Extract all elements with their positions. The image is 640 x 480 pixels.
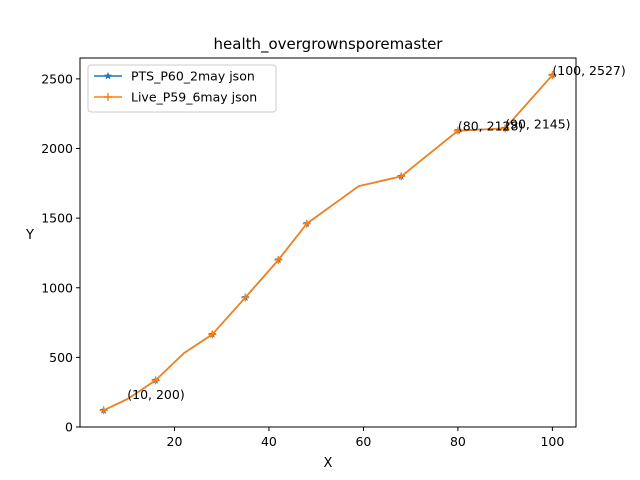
data-point-2	[501, 124, 510, 133]
data-point-2	[548, 71, 557, 80]
y-tick-label: 0	[65, 420, 73, 435]
data-point-2	[151, 376, 160, 385]
plot-area: (10, 200) (80, 2128)(90, 2145) (100, 2527)	[99, 63, 626, 415]
y-axis-label: Y	[25, 228, 34, 243]
y-tick-label: 1500	[41, 211, 73, 226]
y-tick-label: 2000	[41, 141, 73, 156]
data-point-2	[453, 126, 462, 135]
data-annotation: (90, 2145)	[505, 116, 570, 131]
legend-marker-plus	[104, 93, 112, 101]
data-point-2	[274, 255, 283, 264]
data-annotation: (100, 2527)	[552, 63, 625, 78]
x-tick-label: 20	[167, 434, 183, 449]
axes-frame	[79, 57, 577, 428]
x-tick-label: 60	[355, 434, 371, 449]
data-point-2	[99, 406, 108, 415]
legend-label: PTS_P60_2may json	[131, 69, 255, 84]
y-tick-label: 2500	[41, 71, 73, 86]
data-point-2	[208, 330, 217, 339]
legend-box	[87, 64, 277, 113]
data-annotation: (80, 2128)	[458, 119, 523, 134]
data-point-2	[397, 172, 406, 181]
y-tick-label: 500	[49, 350, 73, 365]
x-tick-label: 100	[540, 434, 564, 449]
data-annotation: (10, 200)	[127, 387, 184, 402]
data-point-2	[241, 293, 250, 302]
data-point-2	[302, 219, 311, 228]
legend-marker-star	[104, 71, 112, 80]
y-tick-label: 1000	[41, 280, 73, 295]
legend-label: Live_P59_6may json	[131, 90, 257, 105]
x-axis-label: X	[324, 456, 333, 471]
legend: PTS_P60_2may json Live_P59_6may json	[87, 64, 277, 113]
chart-title: health_overgrownsporemaster	[214, 35, 444, 54]
x-tick-label: 80	[450, 434, 466, 449]
x-tick-label: 40	[261, 434, 277, 449]
